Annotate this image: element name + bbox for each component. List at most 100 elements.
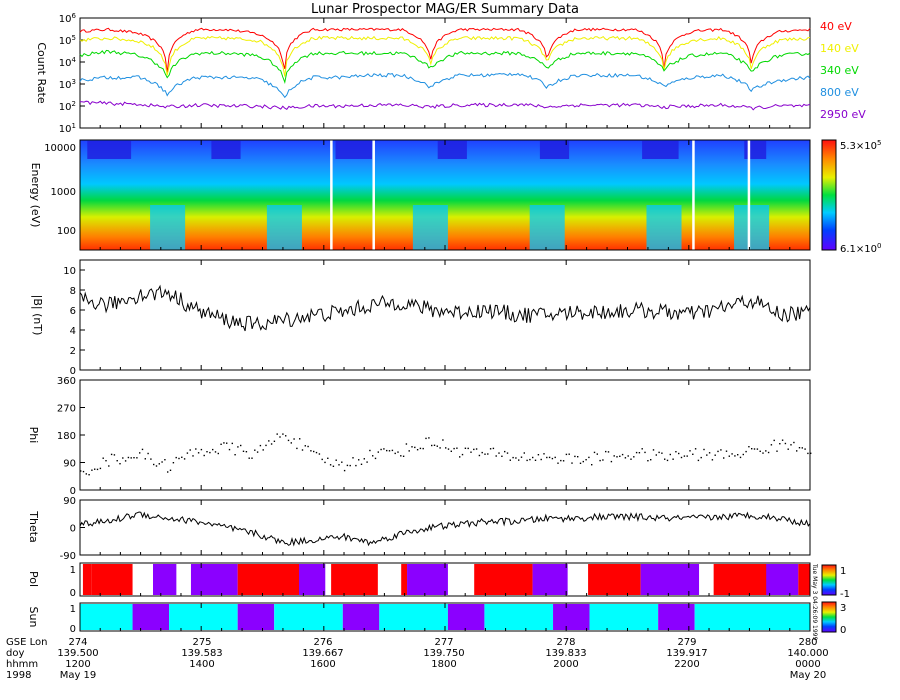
pol-ytick-0: 0: [70, 588, 76, 599]
x-hhmm-1600: 1600: [310, 659, 335, 670]
phi-point: [725, 450, 728, 452]
phi-point: [436, 445, 438, 447]
phi-point: [374, 457, 377, 460]
sun-panel: Sun 1 0 3 0: [27, 601, 846, 636]
phi-point: [745, 450, 747, 453]
x-gse-280: 280: [798, 637, 817, 648]
phi-point: [400, 455, 402, 457]
phi-point: [110, 453, 113, 456]
phi-point: [259, 444, 262, 447]
pol-segment: [299, 564, 326, 595]
spectrogram-top-band: [211, 141, 241, 159]
spectrogram-low-region: [734, 205, 770, 250]
phi-point: [411, 446, 413, 448]
theta-panel: Theta 90 0 -90: [27, 496, 811, 562]
phi-scatter: [80, 433, 812, 476]
phi-point: [588, 456, 590, 459]
phi-point: [560, 459, 562, 462]
phi-point: [94, 468, 96, 470]
pol-panel: Pol 1 0 1 -1: [27, 562, 850, 600]
phi-point: [442, 439, 444, 441]
x-date-may19: May 19: [60, 670, 97, 681]
phi-point: [672, 458, 674, 460]
phi-point: [501, 455, 503, 457]
phi-point: [242, 450, 245, 452]
phi-point: [343, 469, 346, 472]
phi-point: [358, 459, 360, 461]
phi-point: [276, 433, 278, 435]
phi-point: [798, 447, 801, 449]
sun-segment: [237, 604, 275, 630]
phi-point: [498, 452, 500, 454]
bmag-ytick: 8: [70, 286, 76, 297]
phi-point: [341, 461, 343, 463]
phi-point: [335, 459, 337, 461]
phi-point: [338, 464, 340, 466]
sun-segments: [80, 604, 810, 630]
sun-ytick-1: 1: [70, 604, 76, 615]
phi-point: [602, 459, 604, 461]
sun-segment: [132, 604, 170, 630]
phi-point: [801, 447, 803, 449]
phi-point: [425, 437, 427, 440]
phi-point: [214, 451, 217, 453]
pol-colorbar: [821, 564, 837, 596]
phi-point: [734, 455, 736, 457]
phi-point: [366, 461, 368, 463]
phi-point: [464, 447, 467, 449]
phi-point: [422, 447, 424, 450]
phi-point: [591, 464, 593, 466]
energy-colorbar-min: 6.1×100: [840, 242, 881, 255]
x-gse-277: 277: [434, 637, 453, 648]
phi-point: [692, 453, 694, 455]
spectrogram-top-band: [642, 141, 679, 159]
phi-point: [523, 452, 525, 454]
phi-point: [717, 450, 719, 453]
sun-segment: [553, 604, 590, 630]
phi-point: [689, 450, 691, 452]
phi-point: [526, 459, 528, 462]
phi-point: [703, 448, 705, 451]
phi-point: [172, 462, 175, 464]
x-row-label-hhmm: hhmm: [6, 659, 38, 670]
phi-point: [279, 436, 281, 438]
energy-ytick-1000: 1000: [51, 187, 76, 198]
phi-point: [762, 452, 764, 454]
bmag-ytick: 0: [70, 366, 76, 377]
phi-point: [793, 441, 795, 444]
phi-point: [265, 444, 267, 447]
phi-point: [450, 450, 452, 452]
phi-point: [613, 455, 615, 457]
sun-segment: [589, 604, 659, 630]
sun-colorbar-min: 0: [840, 625, 846, 636]
phi-point: [506, 452, 509, 454]
phi-point: [655, 454, 657, 456]
spectrogram-low-region: [529, 205, 565, 250]
phi-point: [776, 450, 778, 452]
phi-point: [133, 457, 135, 459]
phi-point: [144, 458, 146, 460]
sun-segment: [342, 604, 380, 630]
count-rate-ytick: 101: [59, 122, 76, 135]
phi-point: [228, 448, 231, 451]
phi-point: [484, 453, 486, 455]
phi-point: [515, 457, 517, 459]
pol-segment: [588, 564, 641, 595]
sun-ylabel: Sun: [27, 607, 40, 628]
phi-point: [293, 438, 295, 440]
phi-point: [161, 461, 163, 463]
pol-segment: [153, 564, 177, 595]
count-rate-ytick: 103: [59, 78, 76, 91]
phi-point: [254, 449, 256, 451]
pol-segment: [91, 564, 133, 595]
energy-ylabel: Energy (eV): [29, 163, 42, 228]
bmag-ytick: 6: [70, 306, 76, 317]
phi-point: [383, 448, 385, 450]
phi-ytick: 360: [57, 376, 76, 387]
count-rate-series-0: [79, 27, 811, 73]
x-row-label-doy: doy: [6, 648, 24, 659]
pol-segments: [82, 564, 810, 595]
phi-point: [529, 458, 531, 461]
phi-point: [534, 459, 537, 461]
